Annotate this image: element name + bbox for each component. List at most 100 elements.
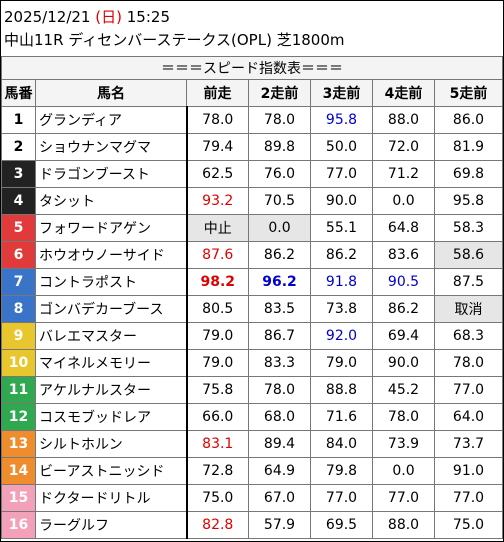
speed-index-cell: 76.0	[248, 160, 311, 188]
horse-number: 13	[1, 430, 36, 458]
column-header-5-races-ago: 5走前	[433, 79, 504, 107]
speed-index-cell: 88.0	[372, 106, 435, 134]
horse-number: 1	[1, 106, 36, 134]
horse-name: ドクタードリトル	[35, 484, 188, 512]
speed-index-cell: 95.8	[310, 106, 373, 134]
table-row: 12 コスモブッドレア 66.0 68.0 71.6 78.0 64.0	[1, 403, 504, 431]
speed-index-cell: 73.8	[310, 295, 373, 323]
speed-index-cell: 64.0	[433, 403, 504, 431]
horse-name: シルトホルン	[35, 430, 188, 458]
table-row: 13 シルトホルン 83.1 89.4 84.0 73.9 73.7	[1, 430, 504, 458]
speed-index-cell: 89.8	[248, 133, 311, 161]
speed-index-cell: 中止	[186, 214, 249, 242]
speed-index-cell: 78.0	[186, 106, 249, 134]
speed-index-cell: 55.1	[310, 214, 373, 242]
horse-number: 11	[1, 376, 36, 404]
speed-index-cell: 79.0	[186, 349, 249, 377]
table-row: 15 ドクタードリトル 75.0 67.0 77.0 77.0 77.0	[1, 484, 504, 512]
race-datetime: 2025/12/21 (日) 15:25	[4, 6, 170, 27]
speed-index-cell: 45.2	[372, 376, 435, 404]
column-header-2-races-ago: 2走前	[248, 79, 311, 107]
speed-index-cell: 58.3	[433, 214, 504, 242]
race-time: 15:25	[126, 8, 170, 26]
speed-index-cell: 77.0	[433, 484, 504, 512]
speed-index-cell: 87.6	[186, 241, 249, 269]
speed-index-cell: 57.9	[248, 511, 311, 539]
race-title: 中山11R ディセンバーステークス(OPL) 芝1800m	[4, 31, 345, 49]
speed-index-cell: 68.0	[248, 403, 311, 431]
speed-index-cell: 73.9	[372, 430, 435, 458]
table-row: 8 ゴンバデカーブース 80.5 83.5 73.8 86.2 取消	[1, 295, 504, 323]
column-header-4-races-ago: 4走前	[372, 79, 435, 107]
table-row: 2 ショウナンマグマ 79.4 89.8 50.0 72.0 81.9	[1, 133, 504, 161]
speed-index-cell: 95.8	[433, 187, 504, 215]
speed-index-cell: 98.2	[186, 268, 249, 296]
horse-name: ショウナンマグマ	[35, 133, 188, 161]
speed-index-cell: 71.6	[310, 403, 373, 431]
column-header-3-races-ago: 3走前	[310, 79, 373, 107]
speed-index-cell: 78.0	[372, 403, 435, 431]
table-row: 3 ドラゴンブースト 62.5 76.0 77.0 71.2 69.8	[1, 160, 504, 188]
speed-index-cell: 79.4	[186, 133, 249, 161]
horse-name: グランディア	[35, 106, 188, 134]
horse-name: ホウオウノーサイド	[35, 241, 188, 269]
horse-name: バレエマスター	[35, 322, 188, 350]
table-row: 7 コントラポスト 98.2 96.2 91.8 90.5 87.5	[1, 268, 504, 296]
speed-index-cell: 67.0	[248, 484, 311, 512]
speed-index-cell: 91.8	[310, 268, 373, 296]
speed-index-cell: 86.7	[248, 322, 311, 350]
speed-index-cell: 71.2	[372, 160, 435, 188]
speed-index-cell: 72.0	[372, 133, 435, 161]
column-header-row: 馬番 馬名 前走 2走前 3走前 4走前 5走前	[1, 79, 504, 107]
table-row: 5 フォワードアゲン 中止 0.0 55.1 64.8 58.3	[1, 214, 504, 242]
table-row: 11 アケルナルスター 75.8 78.0 88.8 45.2 77.0	[1, 376, 504, 404]
speed-index-cell: 72.8	[186, 457, 249, 485]
speed-index-cell: 68.3	[433, 322, 504, 350]
speed-index-cell: 86.2	[372, 295, 435, 323]
horse-name: コントラポスト	[35, 268, 188, 296]
speed-index-table: ＝＝＝スピード指数表＝＝＝ 馬番 馬名 前走 2走前 3走前 4走前 5走前 1…	[0, 56, 504, 539]
horse-number: 7	[1, 268, 36, 296]
table-row: 1 グランディア 78.0 78.0 95.8 88.0 86.0	[1, 106, 504, 134]
column-header-last-race: 前走	[186, 79, 249, 107]
speed-index-cell: 91.0	[433, 457, 504, 485]
race-date: 2025/12/21	[4, 8, 91, 26]
horse-number: 12	[1, 403, 36, 431]
speed-index-cell: 73.7	[433, 430, 504, 458]
speed-index-cell: 82.8	[186, 511, 249, 539]
speed-index-cell: 58.6	[433, 241, 504, 269]
speed-index-cell: 96.2	[248, 268, 311, 296]
speed-index-cell: 83.3	[248, 349, 311, 377]
horse-number: 15	[1, 484, 36, 512]
speed-index-cell: 90.5	[372, 268, 435, 296]
horse-number: 5	[1, 214, 36, 242]
table-row: 6 ホウオウノーサイド 87.6 86.2 86.2 83.6 58.6	[1, 241, 504, 269]
speed-index-cell: 75.0	[433, 511, 504, 539]
speed-index-cell: 86.2	[248, 241, 311, 269]
speed-index-cell: 64.8	[372, 214, 435, 242]
horse-name: アケルナルスター	[35, 376, 188, 404]
speed-index-cell: 70.5	[248, 187, 311, 215]
speed-index-cell: 78.0	[248, 106, 311, 134]
speed-index-cell: 69.8	[433, 160, 504, 188]
speed-index-cell: 84.0	[310, 430, 373, 458]
horse-number: 10	[1, 349, 36, 377]
table-row: 9 バレエマスター 79.0 86.7 92.0 69.4 68.3	[1, 322, 504, 350]
speed-index-cell: 50.0	[310, 133, 373, 161]
horse-name: ドラゴンブースト	[35, 160, 188, 188]
horse-name: コスモブッドレア	[35, 403, 188, 431]
speed-index-cell: 0.0	[248, 214, 311, 242]
horse-name: ビーアストニッシド	[35, 457, 188, 485]
speed-index-cell: 77.0	[310, 160, 373, 188]
horse-number: 3	[1, 160, 36, 188]
speed-index-cell: 62.5	[186, 160, 249, 188]
speed-index-cell: 75.8	[186, 376, 249, 404]
horse-number: 2	[1, 133, 36, 161]
speed-index-cell: 86.0	[433, 106, 504, 134]
speed-index-cell: 0.0	[372, 187, 435, 215]
speed-index-cell: 81.9	[433, 133, 504, 161]
speed-index-cell: 88.0	[372, 511, 435, 539]
speed-index-cell: 取消	[433, 295, 504, 323]
horse-name: ラーグルフ	[35, 511, 188, 539]
speed-index-cell: 83.5	[248, 295, 311, 323]
